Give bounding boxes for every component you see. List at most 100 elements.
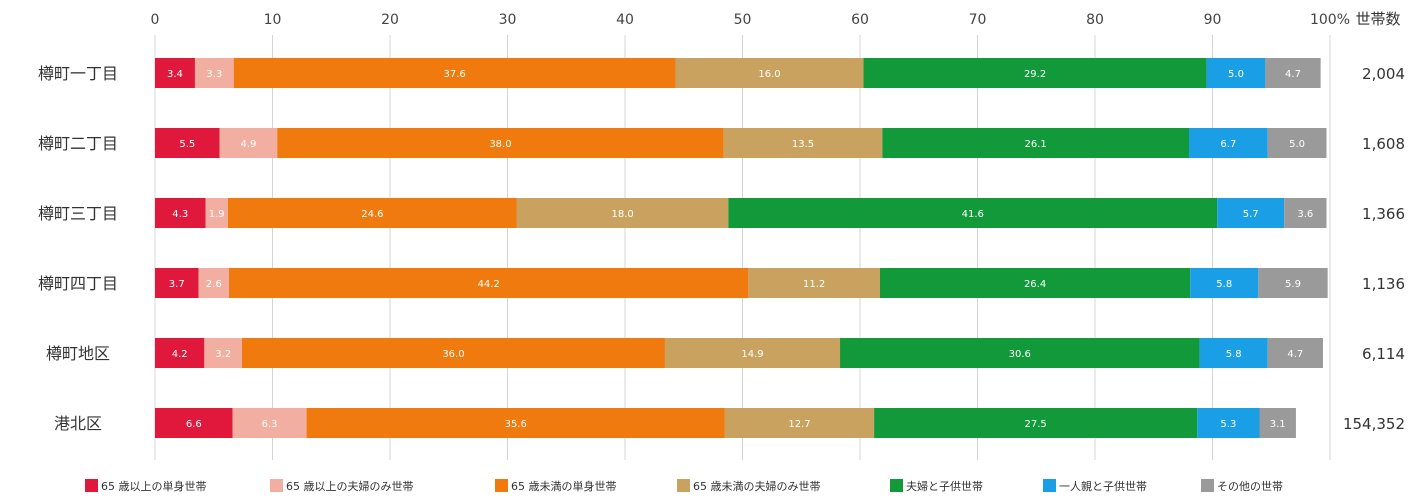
legend-label: 夫婦と子供世帯 (906, 479, 983, 493)
category-label: 樽町三丁目 (38, 204, 118, 223)
bar-segment (1197, 408, 1260, 438)
bar-segment (204, 338, 242, 368)
household-total: 154,352 (1343, 415, 1405, 433)
legend-swatch (1043, 479, 1056, 492)
bar-segment (1190, 268, 1259, 298)
segment-value-label: 4.7 (1287, 349, 1303, 360)
legend-swatch (1201, 479, 1214, 492)
x-tick-label: 70 (969, 12, 987, 28)
segment-value-label: 3.1 (1270, 419, 1286, 430)
segment-value-label: 4.3 (172, 209, 188, 220)
segment-value-label: 5.7 (1243, 209, 1259, 220)
segment-value-label: 11.2 (803, 279, 825, 290)
x-tick-label: 100% (1310, 12, 1350, 28)
bar-segment (724, 408, 875, 438)
segment-value-label: 5.8 (1226, 349, 1242, 360)
segment-value-label: 27.5 (1025, 419, 1047, 430)
segment-value-label: 5.0 (1228, 69, 1244, 80)
bar-segment (664, 338, 841, 368)
category-label: 樽町一丁目 (38, 64, 118, 83)
bar-segment (205, 198, 228, 228)
household-total: 1,366 (1362, 205, 1405, 223)
segment-value-label: 3.3 (206, 69, 222, 80)
bar-segment (194, 58, 234, 88)
segment-value-label: 16.0 (758, 69, 780, 80)
bar-segment (241, 338, 665, 368)
x-tick-label: 80 (1086, 12, 1104, 28)
segment-value-label: 41.6 (962, 209, 984, 220)
segment-value-label: 6.7 (1220, 139, 1236, 150)
bar-segment (229, 268, 749, 298)
bar-segment (232, 408, 307, 438)
segment-value-label: 2.6 (206, 279, 222, 290)
legend-swatch (85, 479, 98, 492)
bar-segment (1265, 58, 1321, 88)
segment-value-label: 18.0 (612, 209, 634, 220)
segment-value-label: 3.7 (169, 279, 185, 290)
bar-segment (675, 58, 864, 88)
segment-value-label: 5.5 (179, 139, 195, 150)
total-header: 世帯数 (1355, 10, 1400, 28)
bar-segment (748, 268, 880, 298)
bar-segment (233, 58, 676, 88)
segment-value-label: 12.7 (788, 419, 810, 430)
legend-swatch (495, 479, 508, 492)
bar-segment (155, 268, 199, 298)
bar-segment (516, 198, 729, 228)
bar-segment (882, 128, 1189, 158)
bar-segment (879, 268, 1191, 298)
bar-segment (277, 128, 724, 158)
segment-value-label: 5.9 (1285, 279, 1301, 290)
segment-value-label: 29.2 (1024, 69, 1046, 80)
bar-segment (1217, 198, 1285, 228)
household-total: 6,114 (1362, 345, 1405, 363)
bar-segment (227, 198, 517, 228)
x-tick-label: 30 (499, 12, 517, 28)
bar-segment (155, 408, 233, 438)
bar-segment (728, 198, 1218, 228)
segment-value-label: 24.6 (361, 209, 383, 220)
legend-label: 65 歳未満の単身世帯 (511, 479, 617, 493)
household-total: 1,608 (1362, 135, 1405, 153)
legend-label: 65 歳以上の夫婦のみ世帯 (286, 479, 414, 493)
household-total: 1,136 (1362, 275, 1405, 293)
segment-value-label: 5.3 (1220, 419, 1236, 430)
segment-value-label: 44.2 (478, 279, 500, 290)
segment-value-label: 6.6 (186, 419, 202, 430)
x-tick-label: 0 (151, 12, 160, 28)
bar-segment (1267, 128, 1327, 158)
segment-value-label: 6.3 (262, 419, 278, 430)
category-label: 港北区 (54, 414, 102, 433)
segment-value-label: 4.7 (1285, 69, 1301, 80)
segment-value-label: 3.2 (215, 349, 231, 360)
segment-value-label: 3.6 (1297, 209, 1313, 220)
segment-value-label: 4.9 (240, 139, 256, 150)
legend: 65 歳以上の単身世帯 65 歳以上の夫婦のみ世帯 65 歳未満の単身世帯 65 歳未… (85, 479, 1283, 493)
category-label: 樽町二丁目 (38, 134, 118, 153)
bar-segment (155, 338, 205, 368)
x-tick-label: 50 (734, 12, 752, 28)
legend-swatch (270, 479, 283, 492)
household-total: 2,004 (1362, 65, 1405, 83)
bar-segment (863, 58, 1207, 88)
bar-segment (306, 408, 725, 438)
bar-segment (840, 338, 1200, 368)
segment-value-label: 1.9 (209, 209, 225, 220)
legend-label: 65 歳以上の単身世帯 (101, 479, 207, 493)
bar-segment (155, 128, 220, 158)
bar-segment (874, 408, 1198, 438)
legend-label: 一人親と子供世帯 (1059, 479, 1147, 493)
bar-segment (1259, 408, 1296, 438)
segment-value-label: 4.2 (172, 349, 188, 360)
bar-segment (1258, 268, 1328, 298)
segment-value-label: 5.8 (1216, 279, 1232, 290)
bar-segment (1199, 338, 1268, 368)
segment-value-label: 36.0 (442, 349, 464, 360)
segment-value-label: 30.6 (1009, 349, 1031, 360)
bar-segment (1189, 128, 1268, 158)
legend-label: その他の世帯 (1217, 480, 1283, 493)
x-tick-label: 20 (381, 12, 399, 28)
category-label: 樽町四丁目 (38, 274, 118, 293)
x-tick-label: 10 (264, 12, 282, 28)
